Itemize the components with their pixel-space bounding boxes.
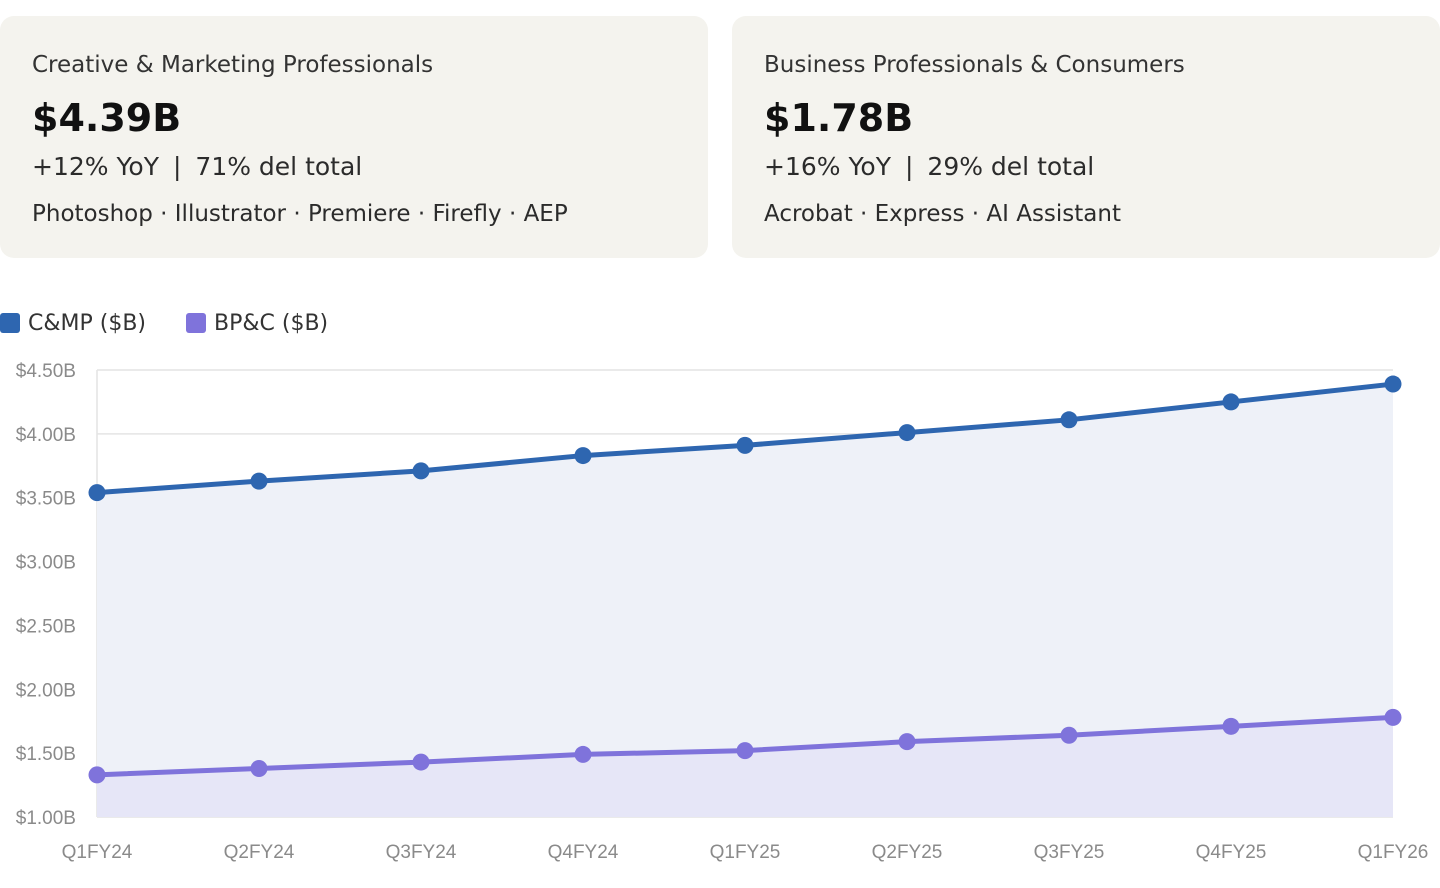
x-tick-label: Q4FY25 [1196,842,1267,863]
meta-separator: | [904,152,914,181]
card-products: Photoshop · Illustrator · Premiere · Fir… [32,201,568,227]
y-tick-label: $1.50B [16,744,76,765]
data-point-cmp [1384,375,1402,393]
card-share: 71% del total [195,152,363,181]
legend-item-cmp[interactable]: C&MP ($B) [0,311,146,336]
data-point-cmp [1222,393,1240,411]
data-point-bpc [250,759,268,777]
data-point-bpc [898,733,916,751]
data-point-bpc [574,745,592,763]
legend-label-cmp: C&MP ($B) [28,310,147,336]
data-point-cmp [412,462,430,480]
data-point-bpc [1060,726,1078,744]
meta-separator: | [172,152,182,181]
y-tick-label: $2.00B [16,680,76,701]
legend-swatch-cmp [0,313,20,333]
card-meta: +16% YoY | 29% del total [764,152,1094,181]
card-revenue-value: $1.78B [764,96,914,140]
legend-item-bpc[interactable]: BP&C ($B) [186,311,328,336]
card-label: Creative & Marketing Professionals [32,52,434,78]
data-point-bpc [88,766,106,784]
card-meta: +12% YoY | 71% del total [32,152,362,181]
x-tick-label: Q1FY24 [62,842,133,863]
data-point-bpc [736,742,754,760]
area-fill-cmp [97,384,1393,817]
data-point-bpc [412,753,430,771]
y-tick-label: $4.00B [16,425,76,446]
card-products: Acrobat · Express · AI Assistant [764,201,1121,227]
x-tick-label: Q1FY26 [1358,842,1429,863]
data-point-bpc [1222,717,1240,735]
chart-legend: C&MP ($B) BP&C ($B) [0,308,368,338]
card-revenue-value: $4.39B [32,96,182,140]
y-tick-label: $4.50B [16,361,76,382]
legend-label-bpc: BP&C ($B) [214,310,329,336]
card-share: 29% del total [927,152,1095,181]
card-yoy: +16% YoY [764,152,891,181]
card-business-consumers: Business Professionals & Consumers $1.78… [732,16,1440,258]
data-point-cmp [1060,411,1078,429]
legend-swatch-bpc [186,313,207,333]
x-tick-label: Q3FY25 [1034,842,1105,863]
card-yoy: +12% YoY [32,152,159,181]
x-tick-label: Q3FY24 [386,842,457,863]
data-point-cmp [574,447,592,465]
y-tick-label: $1.00B [16,808,76,829]
x-tick-label: Q1FY25 [710,842,781,863]
card-creative-marketing: Creative & Marketing Professionals $4.39… [0,16,708,258]
x-tick-label: Q2FY24 [224,842,295,863]
y-tick-label: $3.00B [16,553,76,574]
card-label: Business Professionals & Consumers [764,52,1185,78]
data-point-bpc [1384,708,1402,726]
data-point-cmp [88,484,106,502]
y-tick-label: $3.50B [16,489,76,510]
data-point-cmp [736,436,754,454]
data-point-cmp [250,472,268,490]
data-point-cmp [898,424,916,442]
y-tick-label: $2.50B [16,616,76,637]
x-tick-label: Q2FY25 [872,842,943,863]
x-tick-label: Q4FY24 [548,842,619,863]
kpi-cards: Creative & Marketing Professionals $4.39… [0,16,1440,258]
